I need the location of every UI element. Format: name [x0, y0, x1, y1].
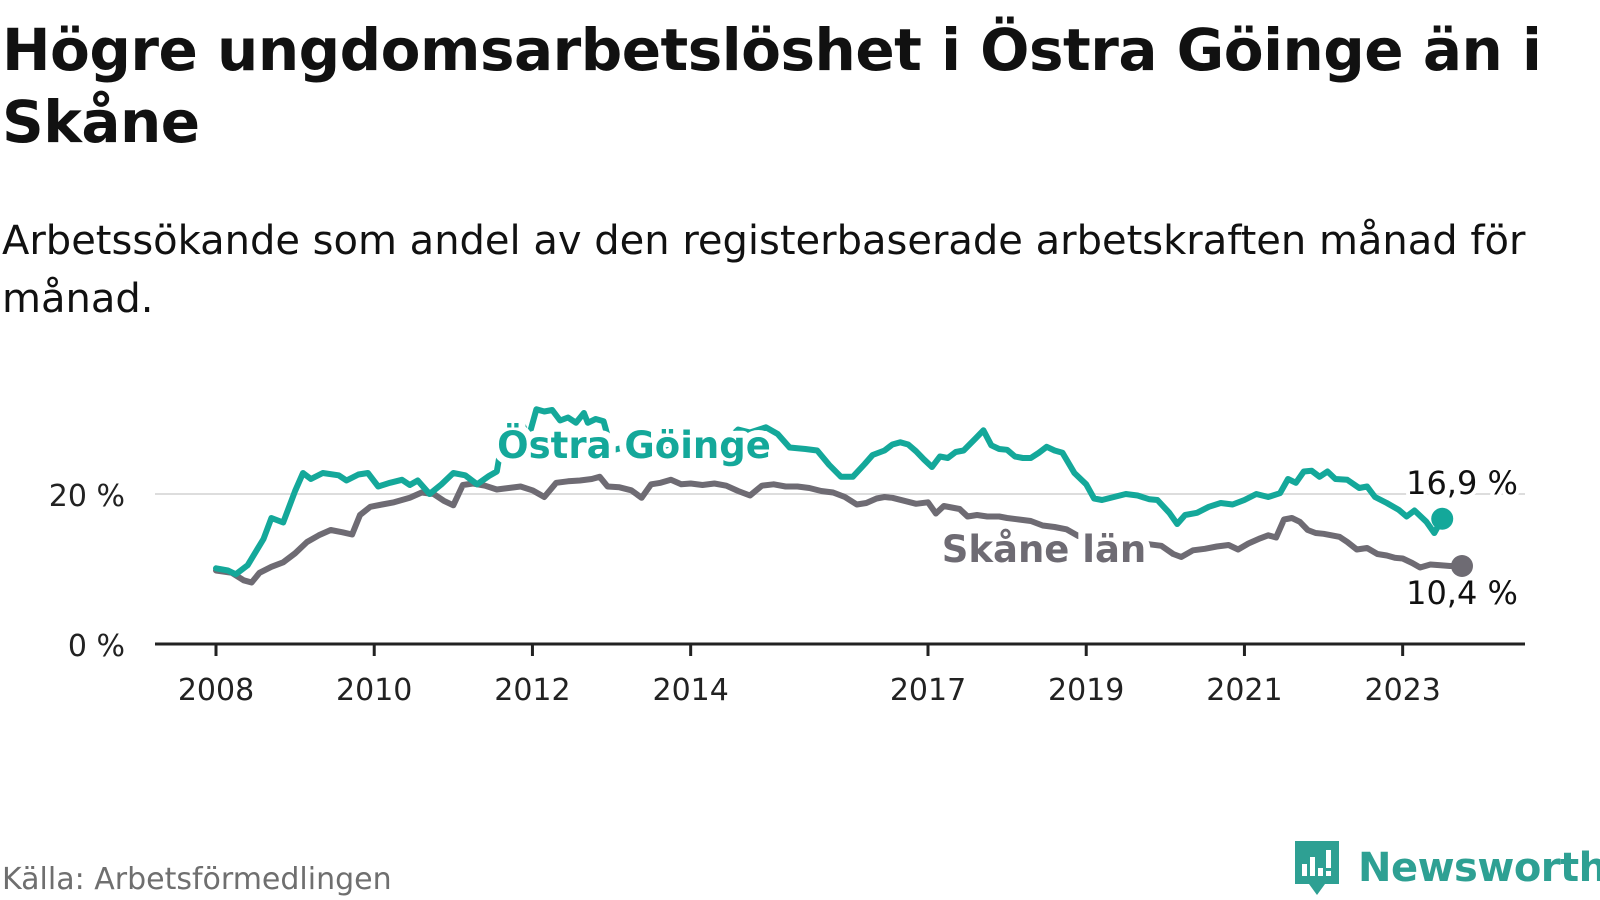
newsworthy-logo: Newsworthy — [1292, 838, 1600, 898]
end-value-ostra-goinge: 16,9 % — [1406, 464, 1518, 502]
end-value-skane-lan: 10,4 % — [1406, 574, 1518, 612]
chart-subtitle: Arbetssökande som andel av den registerb… — [2, 218, 1526, 322]
end-point-skane-lan — [1451, 555, 1473, 577]
series-label-skane-lan-halo: Skåne län — [942, 528, 1147, 571]
chart-title: Högre ungdomsarbetslöshet i Östra Göinge… — [2, 16, 1542, 156]
newsworthy-logo-text: Newsworthy — [1358, 845, 1600, 891]
end-value-ostra-goinge-halo: 16,9 % — [1406, 464, 1518, 502]
y-tick-label: 20 % — [49, 479, 125, 514]
x-axis: 2008 2010 2012 2014 2017 2019 2021 2023 — [155, 642, 1525, 708]
x-tick-label: 2014 — [652, 673, 728, 708]
source-note: Källa: Arbetsförmedlingen — [2, 862, 392, 897]
series-label-ostra-goinge-halo: Östra Göinge — [497, 423, 771, 467]
end-value-skane-lan-halo: 10,4 % — [1406, 574, 1518, 612]
series-label-skane-lan: Skåne län — [942, 528, 1147, 571]
gridlines: 0 % 20 % — [49, 479, 1525, 664]
line-chart: 0 % 20 % 2008 2010 2012 2014 2017 2019 2021 2023… — [49, 406, 1525, 708]
series-lines — [213, 406, 1473, 586]
series-line-skane-lan — [213, 473, 1465, 586]
series-label-ostra-goinge: Östra Göinge — [497, 423, 771, 467]
newsworthy-logo-icon — [1295, 841, 1339, 895]
x-tick-label: 2023 — [1364, 673, 1440, 708]
x-tick-label: 2008 — [178, 673, 254, 708]
end-point-ostra-goinge — [1431, 507, 1454, 530]
x-tick-label: 2010 — [336, 673, 412, 708]
x-tick-label: 2017 — [890, 673, 966, 708]
x-tick-label: 2021 — [1206, 673, 1282, 708]
x-tick-label: 2012 — [494, 673, 570, 708]
x-tick-label: 2019 — [1048, 673, 1124, 708]
series-line-ostra-goinge — [213, 406, 1446, 578]
y-tick-label: 0 % — [68, 629, 125, 664]
